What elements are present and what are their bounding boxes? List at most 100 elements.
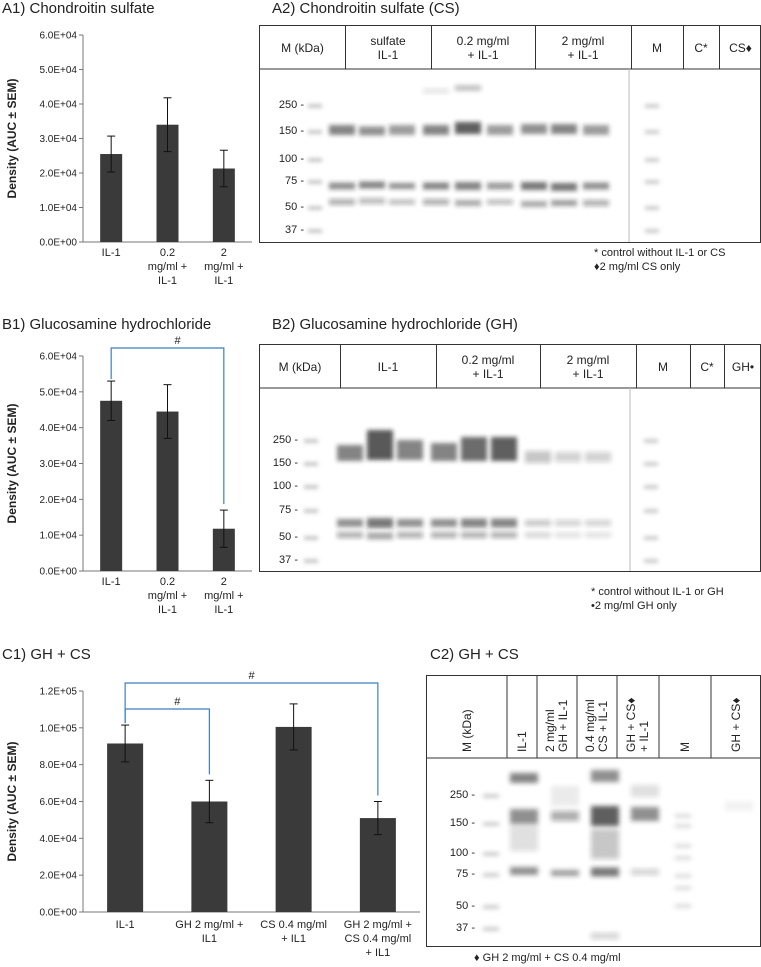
protein-band [367, 532, 393, 540]
ladder-band [304, 439, 318, 443]
protein-band [455, 182, 481, 190]
marker-label: 75 - [456, 868, 475, 880]
x-tick-label: mg/ml + [148, 261, 187, 273]
ladder-band [645, 158, 659, 162]
marker-label: 75 - [279, 504, 298, 516]
protein-band [725, 801, 753, 811]
protein-band [329, 125, 355, 135]
protein-band [461, 437, 487, 461]
lane-header: M (kDa) [260, 345, 341, 388]
protein-band [397, 532, 423, 538]
y-tick-label: 6.0E+04 [39, 797, 77, 808]
protein-band [455, 122, 481, 134]
x-tick-label: GH 2 mg/ml + [344, 919, 412, 931]
marker-label: 50 - [456, 900, 475, 912]
blot-image [427, 676, 760, 939]
protein-band [487, 182, 513, 190]
protein-band [423, 182, 449, 190]
ladder-band [304, 559, 318, 563]
ladder-band [308, 229, 322, 233]
marker-label: 50 - [279, 531, 298, 543]
protein-band [521, 182, 547, 190]
blot-note: ♦2 mg/ml CS only [594, 261, 681, 273]
protein-band [397, 519, 423, 527]
protein-band [461, 518, 487, 528]
y-tick-label: 1.0E+04 [39, 203, 77, 214]
ladder-band [644, 559, 658, 563]
ladder-band [644, 439, 658, 443]
blot-a2: M (kDa) sulfate IL-1 0.2 mg/ml + IL-1 2 mg/… [259, 25, 761, 243]
ladder-band [304, 536, 318, 540]
y-axis-label: Density (AUC ± SEM) [5, 79, 19, 199]
blot-image [260, 387, 760, 571]
protein-band [551, 124, 577, 134]
bar [156, 124, 179, 242]
marker-label: 50 - [285, 201, 304, 213]
ladder-band [304, 509, 318, 513]
protein-band [585, 520, 611, 526]
x-tick-label: IL1 [202, 933, 217, 945]
marker-label: 150 - [449, 817, 475, 829]
ladder-band [675, 824, 691, 828]
bar-chart-2: 0.0E+00 2.0E+04 4.0E+04 6.0E+04 8.0E+04 1.0E+… [5, 670, 420, 959]
ladder-band [675, 904, 691, 908]
blot-b2: M (kDa) IL-1 0.2 mg/ml + IL-1 2 mg/ml + IL-… [259, 344, 761, 572]
y-tick-label: 5.0E+04 [39, 387, 77, 398]
protein-band [431, 443, 457, 461]
protein-band [521, 201, 547, 207]
protein-band [551, 200, 577, 206]
marker-label: 37 - [279, 554, 298, 566]
y-tick-label: 1.0E+04 [39, 531, 77, 542]
protein-band [583, 125, 609, 135]
blot-note: * control without IL-1 or CS [594, 247, 726, 259]
x-tick-label: 0.2 [160, 576, 175, 588]
x-tick-label: GH 2 mg/ml + [175, 919, 243, 931]
protein-band [431, 519, 457, 527]
ladder-band [483, 905, 499, 909]
y-tick-label: 0.0E+00 [39, 238, 77, 249]
significance-label: # [174, 335, 181, 347]
protein-band [329, 182, 355, 190]
lane-header: C* [690, 345, 725, 388]
protein-band [555, 452, 581, 462]
y-tick-label: 8.0E+04 [39, 760, 77, 771]
x-tick-label: CS 0.4 mg/ml [260, 919, 327, 931]
ladder-band [675, 874, 691, 878]
x-tick-label: 2 [221, 576, 227, 588]
bar [212, 528, 235, 571]
ladder-band [645, 130, 659, 134]
ladder-band [304, 485, 318, 489]
blot-image [260, 68, 760, 242]
significance-bracket [124, 682, 379, 796]
protein-band [551, 183, 577, 191]
protein-band [631, 869, 659, 875]
bar [212, 168, 235, 242]
protein-band [337, 445, 363, 461]
x-tick-label: 2 [221, 247, 227, 259]
y-axis-label: Density (AUC ± SEM) [5, 404, 19, 524]
y-tick-label: 0.0E+00 [39, 567, 77, 578]
bar [156, 411, 179, 571]
x-tick-label: IL-1 [116, 919, 135, 931]
marker-label: 75 - [285, 175, 304, 187]
marker-label: 150 - [272, 457, 298, 469]
ladder-band [483, 852, 499, 856]
protein-band [525, 520, 551, 526]
bar-chart-0: 0.0E+00 1.0E+04 2.0E+04 3.0E+04 4.0E+04 5.0E+… [5, 31, 252, 287]
y-tick-label: 1.0E+05 [39, 723, 77, 734]
lane-header: C* [683, 26, 720, 69]
blot-note: ♦ GH 2 mg/ml + CS 0.4 mg/ml [474, 952, 621, 964]
lane-header: GH + CS♦ [729, 697, 743, 752]
x-tick-label: mg/ml + [204, 590, 243, 602]
lane-header: 0.2 mg/ml + IL-1 [431, 26, 536, 69]
protein-band [367, 518, 393, 528]
ladder-band [483, 794, 499, 798]
marker-label: 100 - [449, 847, 475, 859]
lane-header: M [636, 345, 691, 388]
ladder-band [308, 104, 322, 108]
y-tick-label: 6.0E+04 [39, 31, 77, 42]
protein-band [585, 452, 611, 462]
y-tick-label: 4.0E+04 [39, 834, 77, 845]
protein-band [555, 520, 581, 526]
